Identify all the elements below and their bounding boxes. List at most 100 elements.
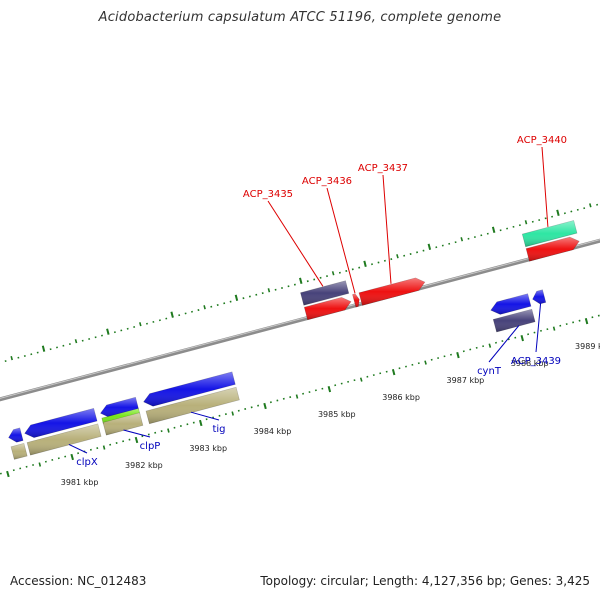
tick-mark (23, 354, 26, 357)
leader-line-acp-3439 (535, 303, 542, 353)
tick-mark (363, 260, 367, 267)
tick-mark (396, 254, 399, 259)
genome-backbone-highlight (0, 239, 600, 399)
tick-mark (203, 305, 206, 310)
tick-mark (38, 462, 42, 467)
kbp-label: 3987 kbp (447, 376, 485, 385)
tick-mark (578, 319, 581, 322)
tick-mark (391, 368, 396, 376)
kbp-label: 3984 kbp (254, 427, 292, 436)
leader-line-acp-3437 (382, 174, 392, 284)
gene-label-acp-3436: ACP_3436 (302, 176, 352, 187)
feature-shade-acp-3440 (522, 220, 577, 247)
tick-mark (556, 209, 560, 216)
tick-mark (32, 464, 35, 467)
kbp-label: 3988 kbp (511, 359, 549, 368)
feature-shade-cynt-cds (493, 309, 536, 332)
tick-mark (491, 226, 496, 233)
tick-mark (267, 288, 271, 293)
kbp-label: 3986 kbp (382, 393, 420, 402)
leader-line-cynt (488, 325, 520, 363)
tick-mark (250, 406, 253, 409)
tick-mark (106, 328, 110, 335)
tick-mark (469, 348, 472, 351)
feature-shade-acp-3439 (532, 289, 546, 304)
tick-mark (524, 220, 528, 225)
tick-mark (331, 271, 335, 276)
genome-backbone (0, 238, 600, 402)
leader-line-acp-3435 (267, 200, 324, 287)
tick-mark (299, 277, 303, 284)
feature-shade-clpx (24, 408, 98, 438)
tick-mark (197, 309, 200, 312)
tick-mark (134, 436, 139, 444)
gene-label-clpp: clpP (140, 441, 161, 452)
tick-mark (520, 334, 524, 342)
feature-shade-clpp-cds (103, 412, 143, 436)
map-title: Acidobacterium capsulatum ATCC 51196, co… (98, 10, 502, 25)
tick-mark (552, 326, 556, 331)
feature-shade-acp-3433-cds (11, 443, 28, 460)
tick-mark (351, 268, 354, 271)
feature-shade-cynt (490, 293, 531, 315)
tick-mark (295, 394, 299, 399)
feature-shade-acp-3436 (352, 293, 360, 308)
gene-label-acp-3440: ACP_3440 (517, 135, 567, 146)
leader-line-tig (190, 411, 220, 421)
tick-mark (263, 402, 267, 410)
gene-label-acp-3435: ACP_3435 (243, 189, 293, 200)
tick-mark (416, 251, 419, 254)
feature-shade-acp-3437 (359, 277, 425, 306)
tick-mark (242, 297, 245, 300)
kbp-label: 3982 kbp (125, 461, 163, 470)
feature-shade-acp-3440-gene (526, 237, 580, 262)
kbp-label: 3981 kbp (61, 478, 99, 487)
tick-mark (488, 343, 492, 348)
tick-mark (460, 237, 464, 242)
feature-shade-tig-cds (146, 387, 240, 424)
feature-shade-clpp-rna (101, 408, 140, 424)
tick-mark (589, 203, 592, 208)
tick-mark (141, 435, 144, 438)
gene-label-acp-3437: ACP_3437 (358, 163, 408, 174)
feature-shade-acp-3435 (300, 280, 349, 306)
tick-mark (6, 470, 10, 478)
feature-shade-clpx-cds (27, 423, 102, 456)
tick-mark (231, 411, 234, 416)
kbp-label: 3985 kbp (318, 410, 356, 419)
tick-mark (570, 210, 573, 213)
tick-mark (167, 428, 170, 433)
kbp-label: 3989 kbp (575, 342, 600, 351)
leader-line-acp-3440 (541, 146, 549, 227)
gene-label-clpx: clpX (76, 457, 98, 468)
tick-mark (133, 326, 136, 329)
tick-mark (170, 311, 174, 318)
tick-mark (424, 360, 427, 365)
tick-mark (199, 419, 203, 427)
tick-mark (139, 322, 142, 327)
tick-mark (359, 377, 363, 382)
tick-mark (234, 294, 239, 301)
feature-shade-clpp (100, 397, 139, 418)
tick-mark (456, 351, 460, 359)
feature-shade-acp-3433 (8, 427, 24, 443)
gene-label-cynt: cynT (477, 366, 502, 377)
tick-mark (584, 317, 589, 325)
tick-mark (327, 385, 332, 393)
feature-labels: ACP_3435 ACP_3436 ACP_3437 ACP_3440 clpX clpP… (68, 135, 567, 468)
tick-mark (70, 453, 74, 461)
tick-mark (306, 280, 309, 283)
gene-label-acp-3439: ACP_3439 (511, 356, 561, 367)
tick-mark (88, 337, 91, 340)
gene-label-tig: tig (212, 424, 225, 435)
tick-mark (427, 243, 432, 250)
kbp-labels: 3981 kbp 3982 kbp 3983 kbp 3984 kbp 3985 kbp… (61, 342, 600, 487)
topology-text: Topology: circular; Length: 4,127,356 bp… (260, 574, 590, 588)
leader-line-clpx (68, 443, 88, 454)
tick-mark (102, 445, 106, 450)
feature-shade-tig (143, 371, 236, 407)
feature-tracks (8, 220, 580, 460)
tick-mark (10, 356, 13, 361)
leader-line-acp-3436 (326, 187, 356, 294)
